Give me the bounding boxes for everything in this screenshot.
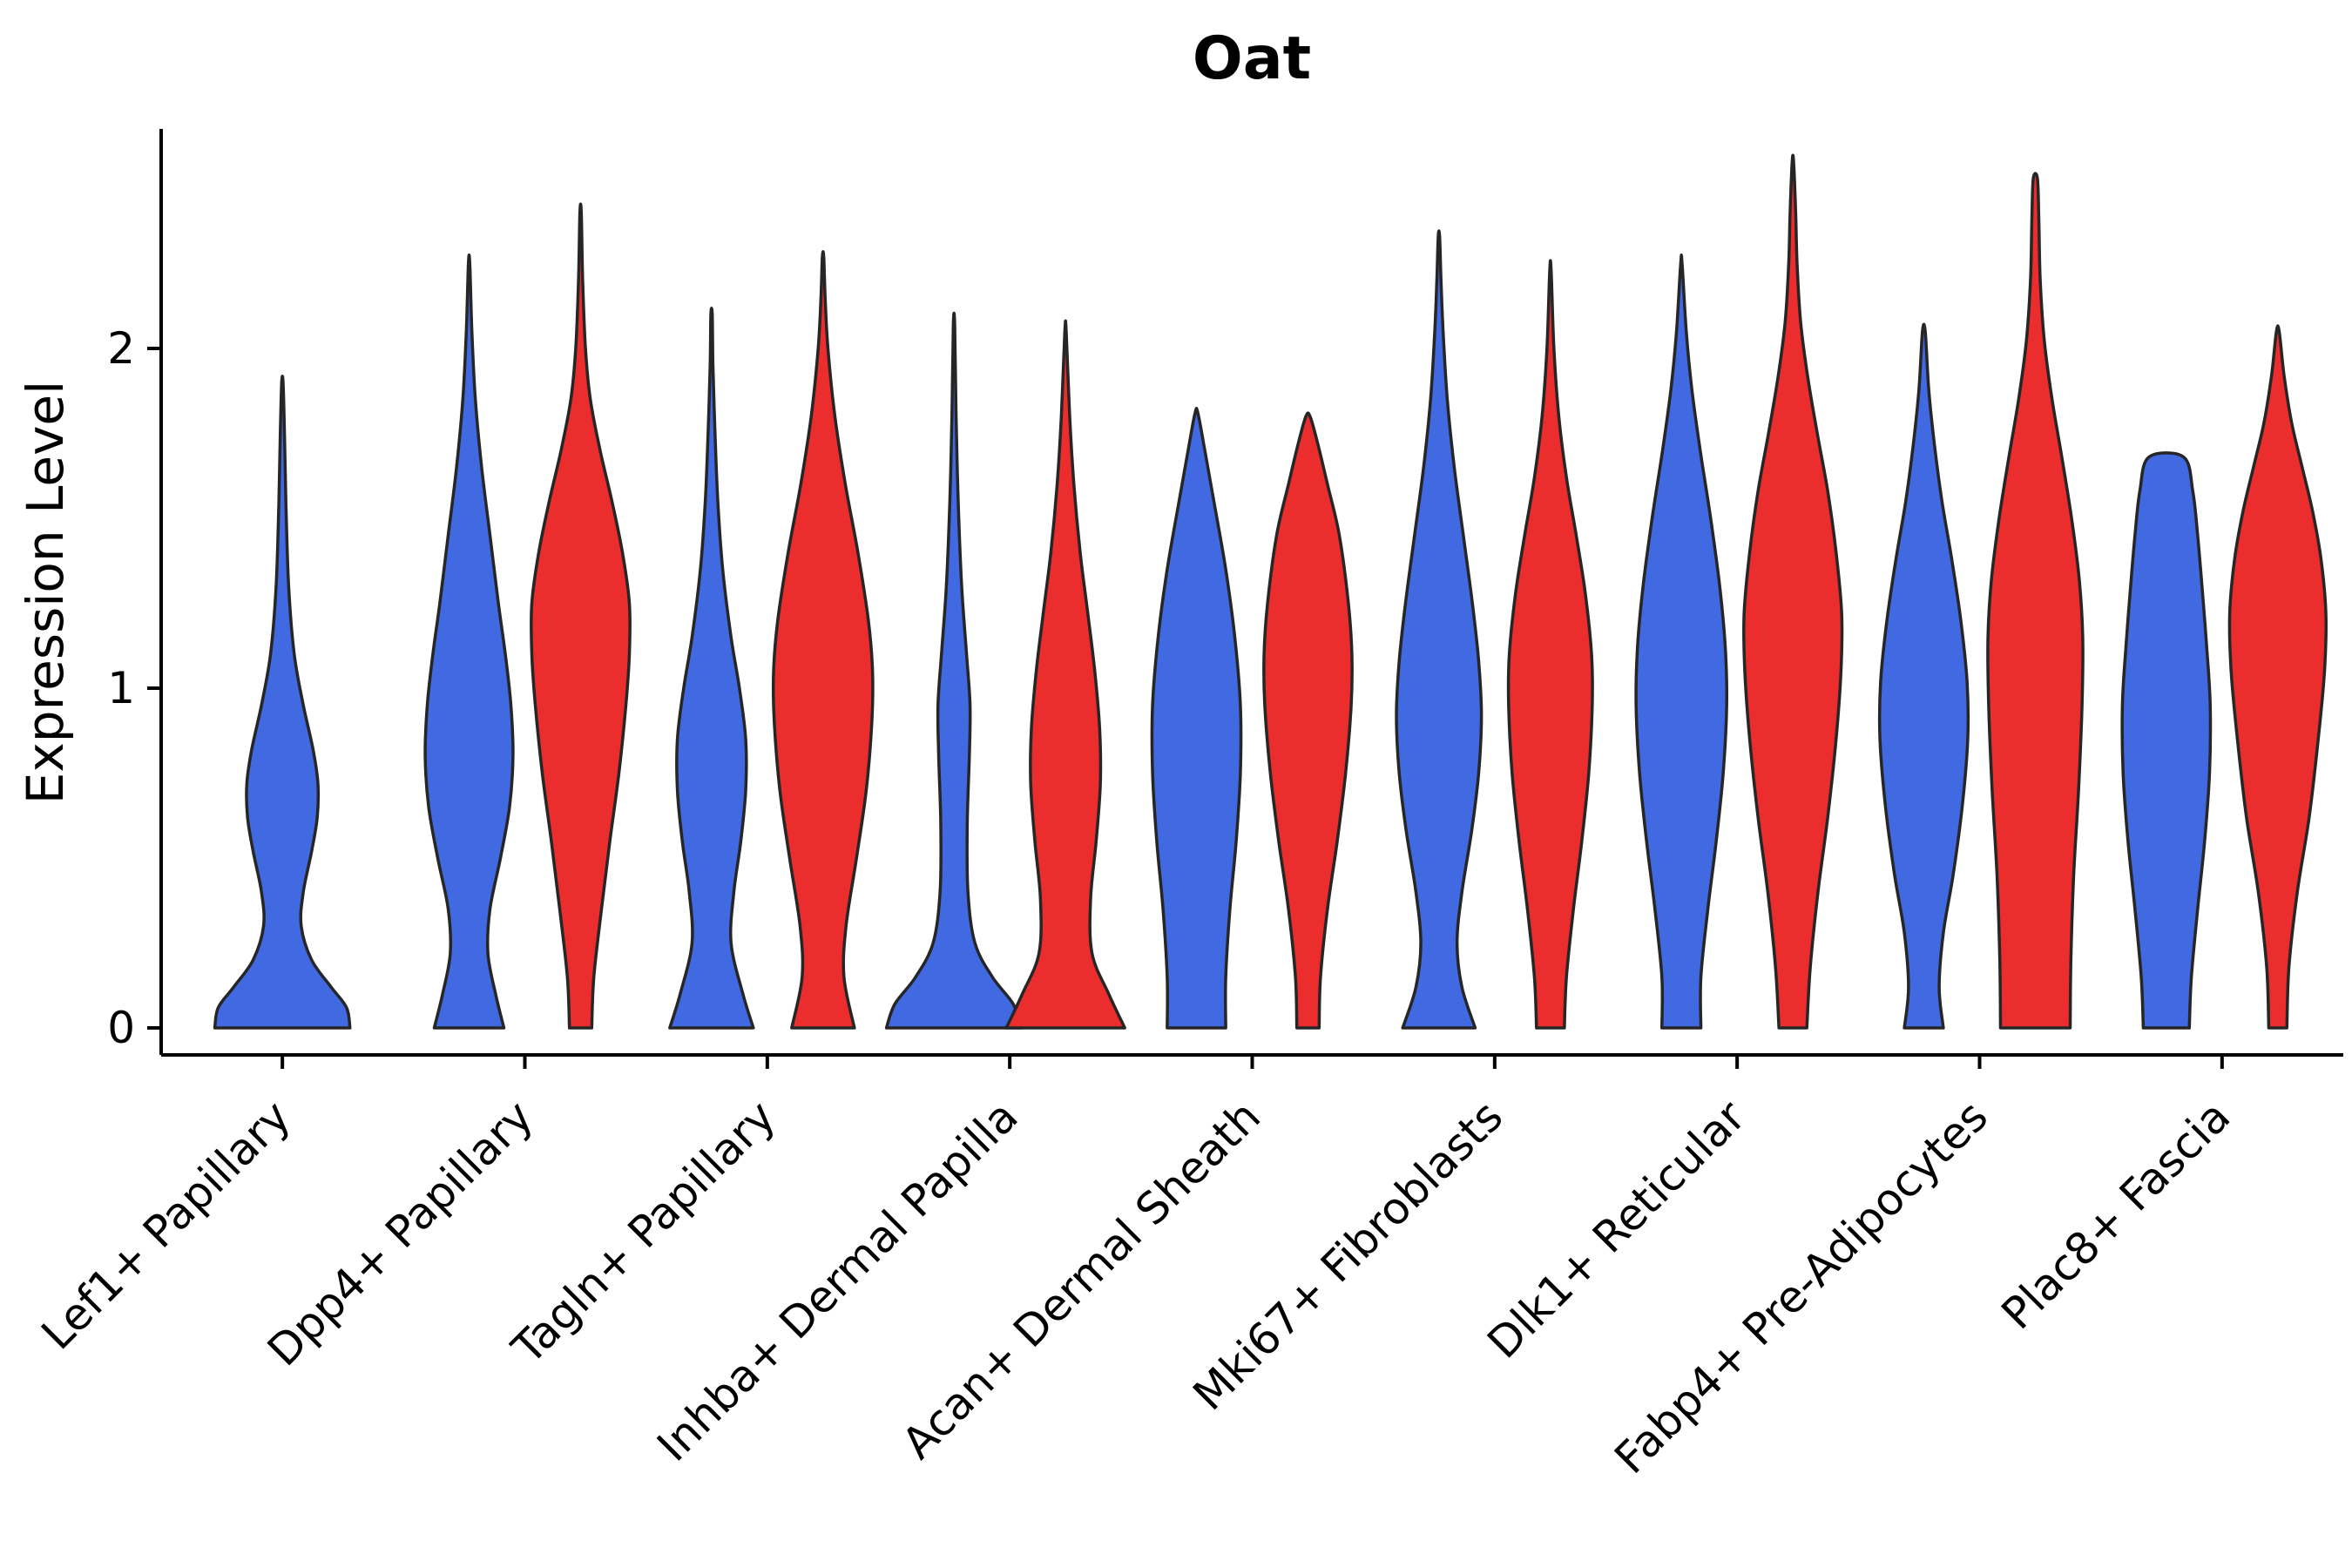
y-axis-ticks: 0 1 2 bbox=[107, 323, 161, 1053]
y-tick-label: 1 bbox=[107, 663, 135, 713]
violin-red bbox=[1741, 153, 1844, 1030]
violin-red bbox=[2227, 324, 2328, 1030]
chart-title: Oat bbox=[1193, 24, 1311, 93]
violin-blue bbox=[1150, 406, 1243, 1030]
violin-red bbox=[1986, 172, 2085, 1030]
violin-blue bbox=[2120, 451, 2213, 1030]
y-axis-label: Expression Level bbox=[16, 381, 75, 804]
violin-red bbox=[771, 250, 875, 1030]
violin-blue bbox=[213, 374, 352, 1030]
x-tick-label: Dpp4+ Papillary bbox=[258, 1091, 543, 1375]
violin-red bbox=[529, 202, 632, 1030]
violin-red bbox=[1506, 259, 1594, 1030]
y-tick-label: 0 bbox=[107, 1003, 135, 1053]
x-tick-label: Tagln+ Papillary bbox=[502, 1091, 785, 1374]
y-tick-label: 2 bbox=[107, 323, 135, 374]
x-tick-label: Lef1+ Papillary bbox=[32, 1091, 301, 1359]
violin-red bbox=[1004, 319, 1126, 1030]
violin-blue bbox=[668, 306, 755, 1030]
x-tick-label: Plac8+ Fascia bbox=[1992, 1091, 2240, 1339]
violins-layer bbox=[213, 153, 2328, 1030]
violin-blue bbox=[423, 253, 515, 1030]
violin-blue bbox=[1877, 322, 1970, 1030]
violin-blue bbox=[1634, 253, 1729, 1030]
violin-blue bbox=[884, 311, 1024, 1030]
violin-red bbox=[1262, 411, 1354, 1030]
violin-blue bbox=[1395, 229, 1484, 1030]
x-tick-label: Dlk1+ Reticular bbox=[1477, 1091, 1754, 1368]
